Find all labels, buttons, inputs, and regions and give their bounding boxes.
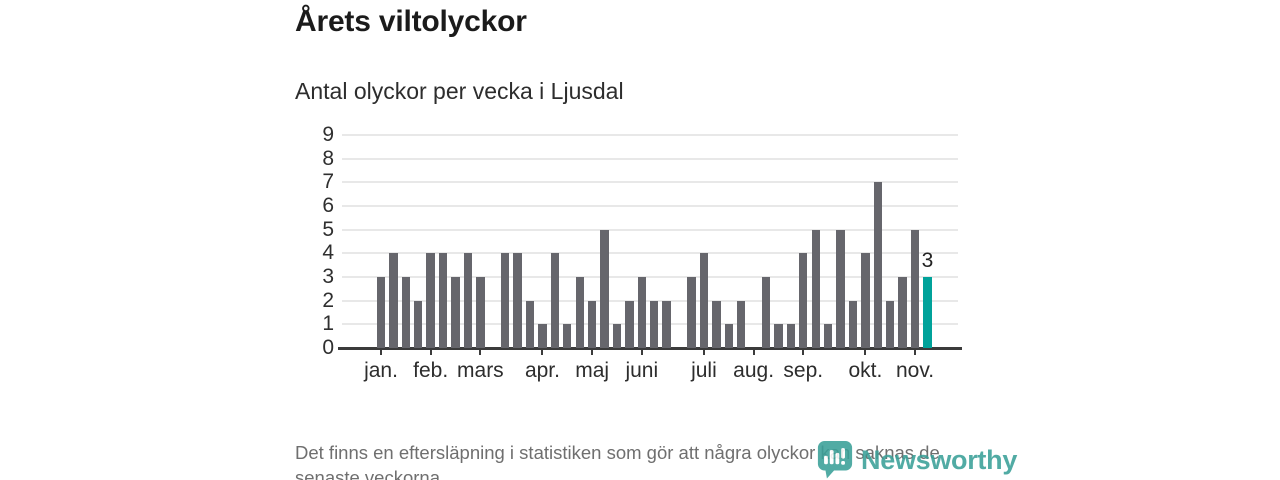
gridline xyxy=(342,252,958,255)
gridline xyxy=(342,299,958,302)
y-axis-label: 7 xyxy=(322,170,334,194)
gridline xyxy=(342,181,958,184)
month-label: juli xyxy=(691,359,717,382)
bar xyxy=(376,277,386,348)
bar xyxy=(823,324,833,348)
bar-chart-plot-area: 0 1 2 3 4 5 6 7 8 9 3 jan. feb. mars apr. maj juni juli au… xyxy=(322,123,962,382)
month-label: okt. xyxy=(848,359,883,382)
month-tick xyxy=(591,348,594,355)
bar xyxy=(550,253,560,348)
bar xyxy=(886,300,895,348)
bar xyxy=(401,277,411,348)
bar xyxy=(575,277,584,348)
bar xyxy=(438,253,448,348)
bar xyxy=(736,300,746,348)
bar xyxy=(650,300,659,348)
month-label: jan. xyxy=(364,359,398,382)
bar xyxy=(910,229,920,348)
bar xyxy=(774,324,783,348)
month-tick xyxy=(479,348,482,355)
bar xyxy=(625,300,634,348)
bar xyxy=(687,277,696,348)
month-tick xyxy=(380,348,382,355)
gridline xyxy=(342,134,958,136)
y-axis-label: 9 xyxy=(322,123,334,146)
y-axis-label: 8 xyxy=(322,146,334,170)
bar xyxy=(463,253,473,348)
bar xyxy=(414,300,423,348)
footer-note: Det finns en eftersläpning i statistiken… xyxy=(295,442,940,480)
month-tick xyxy=(541,348,544,355)
bar xyxy=(538,324,547,348)
gridline xyxy=(342,276,958,278)
month-label: maj xyxy=(575,359,610,382)
bar xyxy=(389,253,398,348)
gridline xyxy=(342,157,958,160)
bar xyxy=(836,229,845,348)
y-axis-label: 3 xyxy=(322,265,334,288)
bar xyxy=(563,324,572,348)
y-axis-label: 1 xyxy=(322,312,334,336)
bar xyxy=(451,277,460,348)
month-label: apr. xyxy=(524,359,560,382)
bar xyxy=(699,253,709,348)
month-tick xyxy=(640,348,643,355)
y-axis-label: 0 xyxy=(322,336,334,359)
chart-subtitle: Antal olyckor per vecka i Ljusdal xyxy=(295,78,624,104)
bar xyxy=(799,253,808,348)
bar xyxy=(587,300,597,348)
y-axis-label: 5 xyxy=(322,217,334,241)
bar xyxy=(637,277,646,348)
bar xyxy=(501,253,510,348)
month-label: sep. xyxy=(783,359,824,382)
y-axis-label: 4 xyxy=(322,241,334,265)
bar xyxy=(761,277,771,348)
bar xyxy=(712,300,721,348)
bar xyxy=(476,277,485,348)
month-tick xyxy=(429,348,432,355)
newsworthy-pin-icon xyxy=(817,441,853,479)
month-label: nov. xyxy=(895,359,935,382)
bar xyxy=(513,253,522,348)
chart-title: Årets viltolyckor xyxy=(295,5,527,38)
y-axis-label: 6 xyxy=(322,194,334,217)
bar xyxy=(662,300,671,348)
bar xyxy=(724,324,733,348)
month-tick xyxy=(702,348,705,355)
bar-value-label: 3 xyxy=(921,249,934,272)
gridline xyxy=(342,205,958,207)
bar xyxy=(848,300,858,348)
month-tick xyxy=(752,348,755,355)
month-label: feb. xyxy=(413,359,449,382)
bar xyxy=(426,253,435,348)
newsworthy-logo: Newsworthy xyxy=(816,440,1017,480)
bar xyxy=(786,324,796,348)
newsworthy-wordmark: Newsworthy xyxy=(861,444,1018,475)
month-label: mars xyxy=(457,359,504,382)
gridline xyxy=(342,323,958,326)
bar xyxy=(898,277,907,348)
bar xyxy=(600,229,609,348)
highlight-bar xyxy=(923,277,932,348)
gridline xyxy=(342,228,958,231)
month-label: aug. xyxy=(733,359,775,382)
month-label: juni xyxy=(625,359,659,382)
month-tick xyxy=(914,348,917,355)
bar xyxy=(873,182,882,348)
month-tick xyxy=(864,348,867,355)
bar xyxy=(811,229,820,348)
bar xyxy=(861,253,870,348)
y-axis-label: 2 xyxy=(322,288,334,312)
month-tick xyxy=(802,348,805,355)
x-axis-baseline xyxy=(338,347,962,350)
bar xyxy=(612,324,622,348)
bar xyxy=(525,300,535,348)
